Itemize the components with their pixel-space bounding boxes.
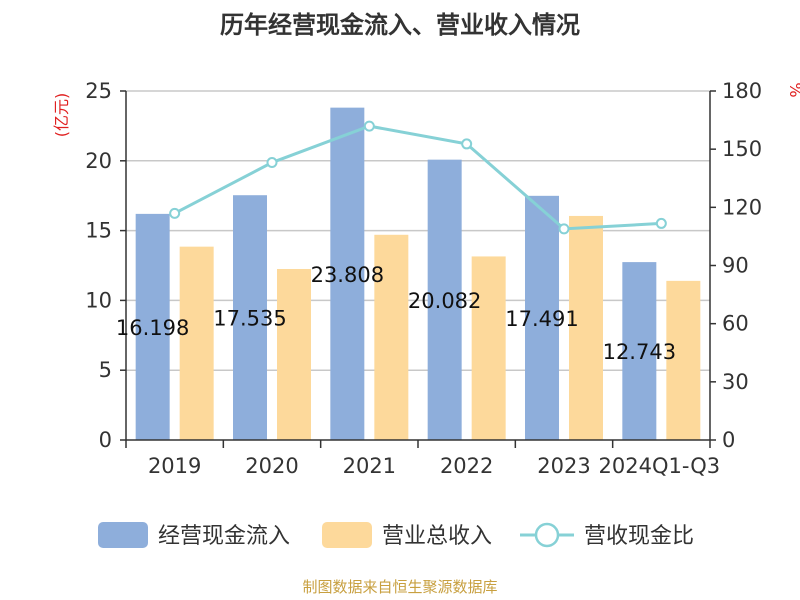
cash-inflow-value-label: 12.743 — [603, 340, 676, 364]
revenue-bar — [179, 246, 214, 440]
legend-swatch-revenue — [322, 522, 372, 548]
cash-inflow-value-label: 23.808 — [311, 263, 384, 287]
legend-label-ratio: 营收现金比 — [584, 524, 694, 549]
right-tick-label: 150 — [722, 137, 762, 161]
revenue-bar — [374, 234, 409, 440]
data-labels: 16.198 17.535 23.808 20.082 17.491 12.743 — [116, 263, 676, 364]
x-category-label: 2020 — [245, 454, 298, 478]
legend-label-cash-inflow: 经营现金流入 — [158, 524, 290, 549]
ratio-point — [266, 157, 278, 169]
revenue-bar — [666, 280, 701, 440]
left-tick-label: 20 — [85, 149, 112, 173]
left-tick-label: 10 — [85, 288, 112, 312]
cash-inflow-value-label: 20.082 — [408, 289, 481, 313]
x-category-label: 2024Q1-Q3 — [599, 454, 721, 478]
cash-inflow-bar — [622, 262, 657, 440]
gridlines — [126, 90, 710, 371]
revenue-bar — [569, 215, 603, 440]
cash-inflow-value-label: 16.198 — [116, 316, 189, 340]
x-category-label: 2023 — [537, 454, 590, 478]
bars — [135, 107, 701, 440]
source-note: 制图数据来自恒生聚源数据库 — [302, 578, 497, 596]
cash-inflow-bar — [330, 107, 365, 440]
cash-inflow-bar — [525, 195, 559, 440]
x-category-label: 2022 — [440, 454, 493, 478]
chart-title: 历年经营现金流入、营业收入情况 — [220, 11, 580, 39]
cash-inflow-bar — [135, 213, 170, 440]
left-tick-label: 25 — [85, 79, 112, 103]
right-axis-unit: % — [786, 82, 800, 97]
right-tick-label: 0 — [722, 428, 735, 452]
left-tick-label: 15 — [85, 219, 112, 243]
right-tick-label: 60 — [722, 312, 749, 336]
legend: 经营现金流入 营业总收入 营收现金比 — [98, 522, 694, 549]
left-tick-label: 0 — [99, 428, 112, 452]
revenue-bar — [277, 268, 311, 440]
legend-label-revenue: 营业总收入 — [382, 524, 492, 549]
x-category-label: 2021 — [343, 454, 396, 478]
ratio-line-path — [173, 124, 662, 231]
cash-inflow-value-label: 17.491 — [505, 307, 578, 331]
ratio-line — [169, 120, 667, 235]
x-category-label: 2019 — [148, 454, 201, 478]
right-tick-label: 120 — [722, 195, 762, 219]
revenue-bar — [471, 256, 506, 440]
cash-inflow-value-label: 17.535 — [213, 307, 286, 331]
left-tick-label: 5 — [99, 358, 112, 382]
ratio-point — [461, 138, 473, 150]
left-axis-unit: (亿元) — [52, 93, 71, 138]
right-tick-label: 180 — [722, 79, 762, 103]
right-tick-label: 30 — [722, 370, 749, 394]
ratio-point — [169, 207, 181, 219]
cash-inflow-bar — [233, 195, 267, 440]
axes: 0 5 10 15 20 25 0 30 60 90 120 150 180 2019 2020 2021 20… — [85, 79, 762, 478]
legend-marker-ratio — [534, 522, 560, 548]
legend-swatch-cash-inflow — [98, 522, 148, 548]
ratio-point — [558, 223, 570, 235]
ratio-point — [363, 120, 375, 132]
ratio-point — [655, 217, 667, 229]
cash-inflow-bar — [427, 159, 462, 440]
right-tick-label: 90 — [722, 254, 749, 278]
